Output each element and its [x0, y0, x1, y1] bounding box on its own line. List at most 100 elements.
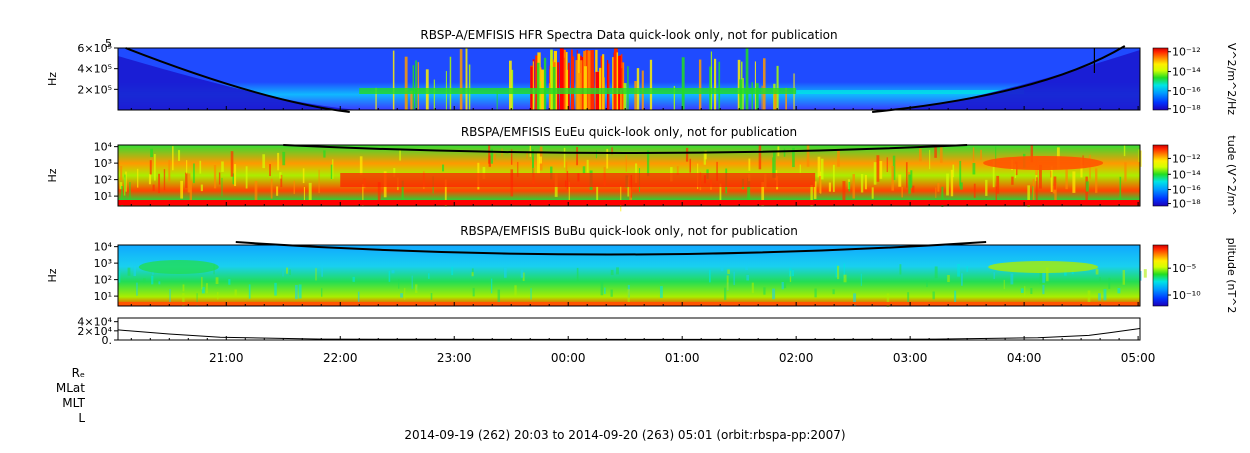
- hfr-streak: [718, 61, 721, 110]
- eueu-streak: [282, 151, 286, 166]
- y-axis-label-hfr: Hz: [46, 72, 59, 86]
- colorbar-tick-label-eueu: 10⁻¹⁴: [1172, 168, 1201, 181]
- hfr-burst: [606, 60, 609, 110]
- panel-title-hfr: RBSP-A/EMFISIS HFR Spectra Data quick-lo…: [420, 28, 837, 42]
- colorbar-tick-label-bubu: 10⁻¹⁰: [1172, 289, 1201, 302]
- hfr-streak: [412, 65, 415, 110]
- bubu-streak: [792, 269, 795, 277]
- eueu-streak: [172, 146, 174, 171]
- bubu-streak: [415, 284, 418, 293]
- eueu-streak: [946, 173, 949, 196]
- eueu-red-band: [340, 173, 816, 187]
- eueu-streak: [901, 186, 903, 198]
- bubu-streak: [727, 269, 730, 274]
- bubu-streak: [993, 272, 995, 279]
- hfr-streak: [762, 58, 766, 110]
- y-axis-label-eueu: Hz: [46, 168, 59, 182]
- eueu-streak: [120, 165, 123, 181]
- bubu-streak: [321, 288, 323, 297]
- bubu-streak: [1042, 284, 1045, 295]
- y-tick-label-bubu: 10⁴: [94, 241, 113, 254]
- cyclotron-curve: [235, 241, 987, 256]
- hfr-streak: [785, 87, 787, 110]
- hfr-streak: [681, 57, 685, 110]
- hfr-streak: [575, 60, 578, 110]
- eueu-streak: [125, 171, 127, 192]
- bubu-streak: [1087, 290, 1091, 305]
- plasma-frequency-curve: [872, 45, 1126, 113]
- eueu-streak: [362, 184, 364, 206]
- eueu-streak: [676, 166, 679, 175]
- eueu-streak: [937, 182, 940, 192]
- eueu-streak: [792, 147, 795, 168]
- hfr-streak: [468, 64, 471, 110]
- bubu-streak: [522, 272, 525, 282]
- colorbar-label-hfr: V^2/m^2/Hz: [1225, 43, 1238, 115]
- bubu-streak: [248, 284, 251, 299]
- colorbar-tick-label-eueu: 10⁻¹⁸: [1172, 198, 1201, 211]
- colorbar-hfr: [1152, 47, 1169, 111]
- hfr-streak: [773, 88, 777, 110]
- eueu-streak: [323, 150, 326, 158]
- eueu-streak: [1124, 162, 1127, 182]
- eueu-streak: [444, 179, 447, 207]
- eueu-streak: [1065, 169, 1068, 190]
- bubu-streak: [720, 267, 724, 272]
- bubu-streak: [772, 288, 776, 300]
- hfr-burst: [607, 63, 610, 110]
- eueu-streak: [199, 160, 202, 174]
- eueu-streak: [892, 155, 896, 181]
- plot-layer: RBSP-A/EMFISIS HFR Spectra Data quick-lo…: [46, 28, 1238, 425]
- eueu-streak: [1030, 145, 1034, 163]
- bubu-streak: [503, 267, 507, 278]
- y-tick-label-bubu: 10¹: [94, 290, 112, 303]
- eueu-streak: [689, 158, 692, 173]
- eueu-streak: [972, 162, 976, 175]
- eueu-streak: [719, 183, 722, 205]
- bubu-streak: [430, 292, 433, 300]
- eueu-streak: [187, 173, 191, 193]
- eueu-streak: [442, 164, 445, 172]
- colorbar-tick-label-bubu: 10⁻⁵: [1172, 262, 1196, 275]
- eueu-streak: [1053, 176, 1057, 190]
- bubu-streak: [497, 289, 501, 304]
- bubu-streak: [1122, 270, 1126, 285]
- hfr-burst: [620, 62, 625, 110]
- bubu-streak: [357, 291, 360, 302]
- bubu-streak: [600, 281, 604, 296]
- bubu-streak: [490, 278, 493, 294]
- y-tick-label-hfr: 6×10⁵: [77, 42, 112, 55]
- hfr-burst: [579, 60, 583, 110]
- bubu-streak: [627, 289, 630, 304]
- hfr-burst: [557, 62, 560, 110]
- eueu-streak: [254, 180, 258, 201]
- hfr-streak: [550, 49, 553, 110]
- bubu-streak: [472, 287, 475, 297]
- colorbar-tick-label-hfr: 10⁻¹⁸: [1172, 103, 1201, 116]
- hfr-burst: [590, 50, 594, 110]
- bubu-streak: [814, 288, 817, 298]
- eueu-streak: [952, 164, 955, 178]
- hfr-streak: [751, 82, 753, 110]
- hfr-streak: [543, 57, 547, 110]
- eueu-streak: [186, 160, 188, 174]
- eueu-streak: [232, 173, 234, 185]
- bubu-streak: [835, 264, 839, 278]
- bubu-streak: [1103, 288, 1107, 301]
- colorbar-label-bubu: plitude (nT^2: [1225, 238, 1238, 314]
- eueu-streak: [898, 174, 902, 187]
- eueu-streak: [620, 185, 622, 212]
- panel-frame-eueu: [117, 144, 1141, 207]
- bubu-streak: [1010, 273, 1014, 285]
- hfr-streak: [433, 79, 435, 110]
- eueu-streak: [178, 150, 181, 161]
- y-axis-label-bubu: Hz: [46, 268, 59, 282]
- bubu-streak: [947, 275, 950, 283]
- bubu-streak: [398, 279, 400, 289]
- bubu-streak: [388, 270, 391, 282]
- eueu-streak: [401, 180, 404, 202]
- colorbar-tick-label-eueu: 10⁻¹⁶: [1172, 184, 1201, 197]
- bubu-streak: [1024, 286, 1026, 298]
- panel-frame-hfr: [117, 47, 1141, 111]
- eueu-streak: [595, 150, 597, 159]
